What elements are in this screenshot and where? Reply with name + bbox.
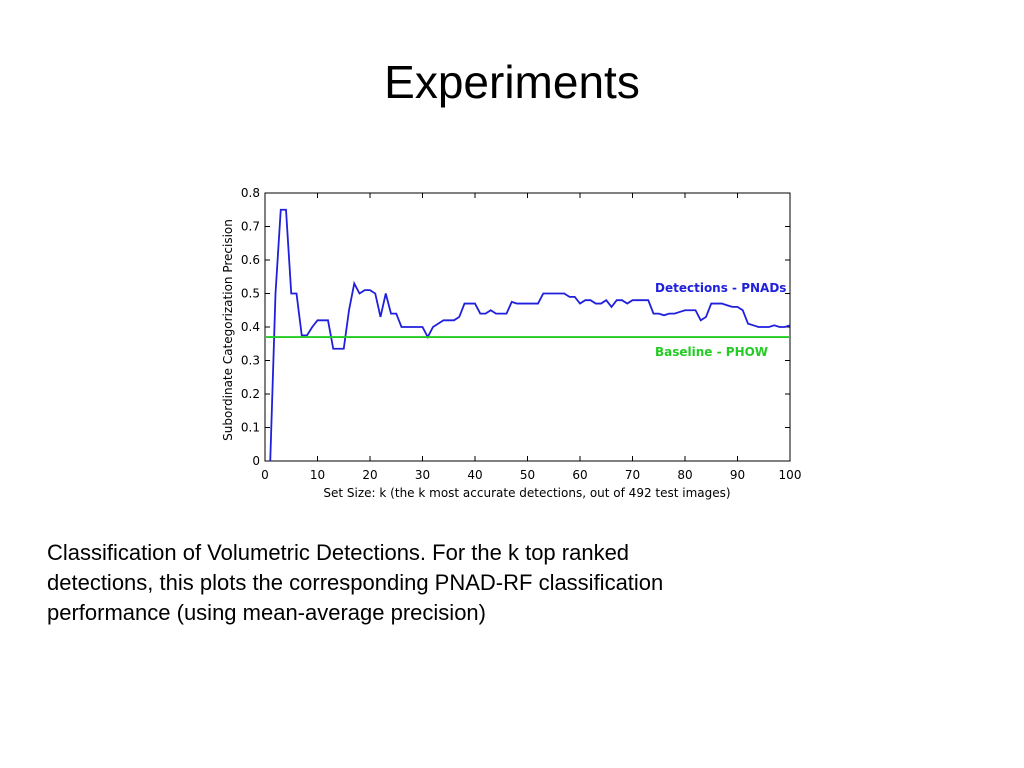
x-tick-label: 30 [415, 468, 430, 482]
y-tick-label: 0.3 [241, 354, 260, 368]
y-axis-label: Subordinate Categorization Precision [221, 219, 235, 441]
y-tick-label: 0.6 [241, 253, 260, 267]
x-axis-label: Set Size: k (the k most accurate detecti… [323, 486, 730, 500]
x-tick-label: 80 [677, 468, 692, 482]
x-tick-label: 70 [625, 468, 640, 482]
x-tick-label: 90 [730, 468, 745, 482]
caption-line: detections, this plots the corresponding… [47, 570, 663, 595]
y-tick-label: 0.2 [241, 387, 260, 401]
y-tick-label: 0.4 [241, 320, 260, 334]
x-tick-label: 50 [520, 468, 535, 482]
x-tick-label: 60 [572, 468, 587, 482]
y-tick-label: 0.7 [241, 220, 260, 234]
series-label: Baseline - PHOW [655, 345, 768, 359]
y-tick-label: 0.8 [241, 186, 260, 200]
y-tick-label: 0.5 [241, 287, 260, 301]
plot-frame [264, 192, 791, 462]
x-tick-label: 20 [362, 468, 377, 482]
data-line [269, 208, 791, 462]
slide-title: Experiments [384, 56, 640, 108]
series-label: Detections - PNADs [655, 281, 786, 295]
caption-line: Classification of Volumetric Detections.… [47, 540, 629, 565]
x-tick-label: 40 [467, 468, 482, 482]
x-tick-label: 100 [779, 468, 802, 482]
caption-line: performance (using mean-average precisio… [47, 600, 486, 625]
y-tick-label: 0 [252, 454, 260, 468]
x-tick-label: 10 [310, 468, 325, 482]
x-tick-label: 0 [261, 468, 269, 482]
y-tick-label: 0.1 [241, 421, 260, 435]
